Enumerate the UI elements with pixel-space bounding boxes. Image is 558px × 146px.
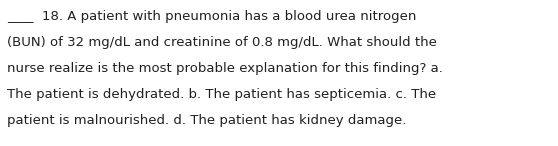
Text: The patient is dehydrated. b. The patient has septicemia. c. The: The patient is dehydrated. b. The patien… — [7, 88, 436, 101]
Text: patient is malnourished. d. The patient has kidney damage.: patient is malnourished. d. The patient … — [7, 114, 406, 127]
Text: ____  18. A patient with pneumonia has a blood urea nitrogen: ____ 18. A patient with pneumonia has a … — [7, 10, 416, 23]
Text: (BUN) of 32 mg/dL and creatinine of 0.8 mg/dL. What should the: (BUN) of 32 mg/dL and creatinine of 0.8 … — [7, 36, 436, 49]
Text: nurse realize is the most probable explanation for this finding? a.: nurse realize is the most probable expla… — [7, 62, 442, 75]
